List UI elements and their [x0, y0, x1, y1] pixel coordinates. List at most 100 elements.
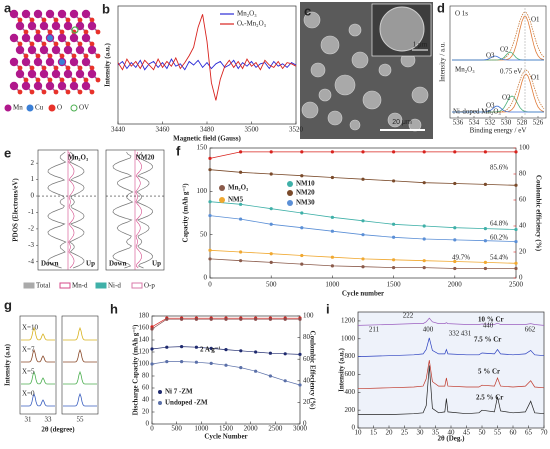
data-point [239, 217, 243, 221]
legend-swatch [131, 282, 143, 289]
axis-label: Intensity (a.u) [4, 343, 12, 386]
data-point [269, 172, 273, 176]
legend-swatch [95, 282, 107, 289]
data-point [300, 174, 304, 178]
y-tick-label: 0 [352, 424, 356, 432]
atom [15, 69, 25, 79]
plot-frame [357, 311, 545, 429]
x-tick-label: 534 [469, 119, 480, 127]
atom [23, 53, 29, 59]
data-point [254, 317, 258, 321]
legend-marker [158, 390, 162, 394]
x-tick-label: 40 [448, 429, 456, 437]
atom [41, 89, 47, 95]
atom [9, 9, 19, 19]
data-point [180, 317, 184, 321]
dos-up [136, 151, 154, 269]
data-point [224, 317, 228, 321]
x-tick-label: 1500 [387, 281, 402, 289]
peak-label: 400 [423, 326, 434, 334]
xrd-curve [63, 370, 97, 385]
spin-label: Down [109, 260, 127, 268]
y2-tick-label: 40 [303, 376, 311, 384]
atom [41, 17, 47, 23]
data-point [483, 239, 487, 243]
y-tick-label: 0 [204, 274, 208, 282]
x-tick-label: 0 [208, 281, 212, 289]
dos-mn [135, 151, 142, 269]
legend-marker [219, 185, 225, 191]
x-tick-label: 3480 [200, 126, 215, 134]
dos-mn [68, 151, 75, 269]
legend-label: Ni 7 -ZM [165, 388, 193, 396]
atom [15, 45, 25, 55]
atom [53, 89, 59, 95]
frame [19, 315, 57, 415]
atom [35, 53, 41, 59]
peak-label: 332 [449, 330, 460, 338]
y2-axis-label: Coulombic Effeciency (%) [308, 331, 316, 411]
data-point [239, 317, 243, 321]
legend-marker [158, 401, 162, 405]
legend-marker [70, 104, 78, 112]
y-tick-label: -2 [28, 225, 34, 233]
y-tick-label: 1000 [341, 334, 356, 342]
y-axis-label: Intensity (a.u.) [338, 347, 346, 391]
x-tick-label: 10 [355, 429, 363, 437]
y-tick-label: -3 [28, 241, 34, 249]
data-point [483, 227, 487, 231]
panel-label: g [4, 297, 12, 312]
atom [41, 41, 47, 47]
atom [63, 21, 73, 31]
x-tick-label: 60 [510, 429, 518, 437]
x-tick-label: 1000 [325, 281, 340, 289]
curve-label: 7.5 % Cr [474, 336, 501, 344]
scale-label: 1 μm [413, 41, 428, 49]
y-tick-label: 180 [139, 312, 150, 320]
legend-label: O-p [144, 282, 155, 290]
particle [348, 23, 362, 37]
data-point [330, 264, 334, 268]
data-point [361, 177, 365, 181]
spectrum-label: Mn₂O₃ [455, 66, 475, 74]
atom [89, 65, 95, 71]
data-point [453, 150, 457, 154]
series-line [357, 317, 545, 326]
x-tick-label: 1500 [219, 425, 234, 433]
axis-label: 2θ (degree) [41, 426, 75, 434]
panel-label: c [304, 3, 311, 18]
atom [59, 53, 65, 59]
atom [81, 33, 91, 43]
x-tick-label: 3500 [245, 126, 260, 134]
atom [45, 81, 55, 91]
y2-tick-label: 60 [303, 355, 311, 363]
y-tick-label: 140 [139, 336, 150, 344]
data-point [254, 369, 258, 373]
retention-label: 49.7% [452, 254, 470, 262]
particle [387, 112, 403, 128]
peak-label: O2 [502, 94, 511, 102]
data-point [208, 257, 212, 261]
data-point [194, 360, 198, 364]
atom [35, 29, 41, 35]
atom [27, 21, 37, 31]
data-point [422, 181, 426, 185]
y-tick-label: 60 [142, 384, 150, 392]
panel-label: b [102, 1, 110, 16]
data-point [239, 150, 243, 154]
y-tick-label: 600 [345, 370, 356, 378]
legend-label: Undoped -ZM [165, 399, 208, 407]
x-tick-label: 55 [77, 416, 85, 424]
axis-label: PDOS (Electrons/eV) [12, 178, 20, 242]
x-tick-label: 1000 [194, 425, 209, 433]
legend-label: Mn₂O₃ [237, 10, 257, 18]
y-tick-label: 2 [31, 159, 35, 167]
atom [29, 65, 35, 71]
legend-marker [287, 190, 293, 196]
curve-label: 10 % Cr [478, 316, 504, 324]
data-point [514, 266, 518, 271]
xrd-curve [21, 392, 55, 407]
y2-tick-label: 60 [519, 196, 527, 204]
atom [21, 9, 31, 19]
y-tick-label: -1 [28, 208, 34, 216]
